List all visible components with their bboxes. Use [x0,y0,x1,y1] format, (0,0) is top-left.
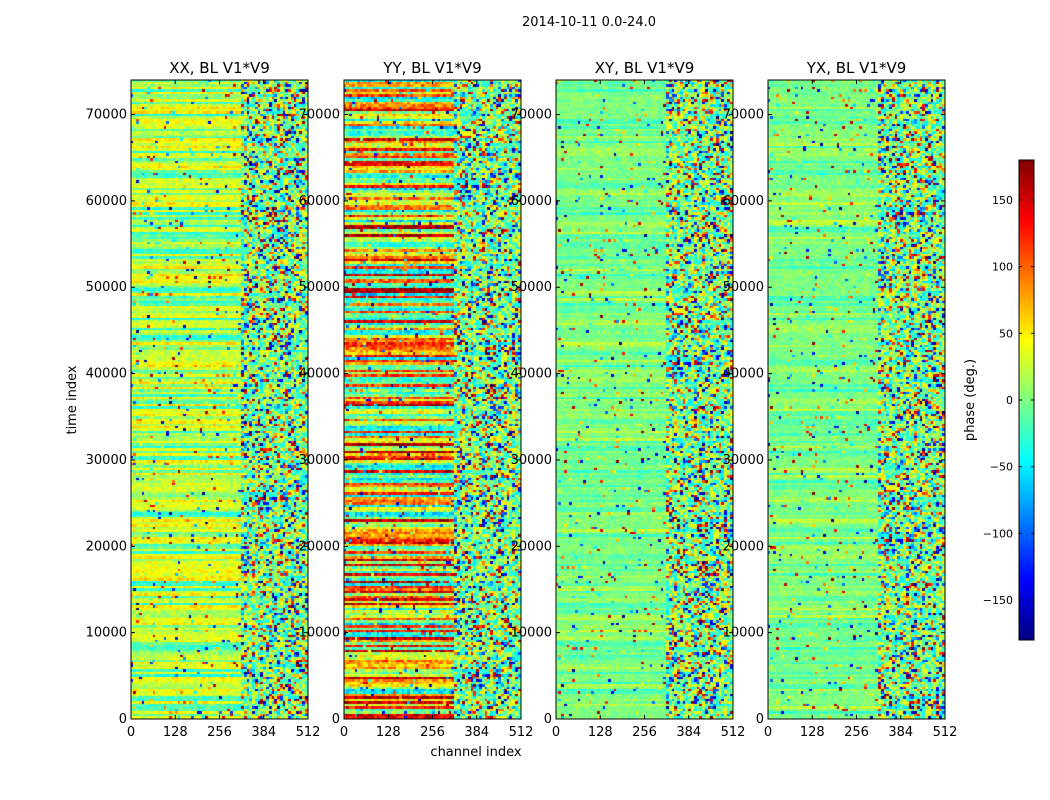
x-tick-label: 256 [207,725,232,740]
x-tick-label: 128 [376,725,401,740]
x-tick-label: 128 [800,725,825,740]
y-tick-label: 60000 [299,194,340,209]
panel-heatmap-image [556,80,733,719]
y-tick-label: 60000 [723,194,764,209]
heatmap-panel: YX, BL V1*V9 0 128 256 384 512 0 10000 20000 3000… [723,59,958,740]
y-tick-label: 50000 [86,280,127,295]
y-tick-label: 50000 [723,280,764,295]
y-tick-label: 0 [119,712,127,727]
y-tick-label: 70000 [511,108,552,123]
y-tick-label: 50000 [299,280,340,295]
y-tick-label: 40000 [511,367,552,382]
heatmap-panels: XX, BL V1*V9 0 128 256 384 512 0 10000 20000 3000… [86,59,958,740]
x-tick-label: 512 [509,725,534,740]
colorbar: −150 −100 −50 0 50 100 150 phase (deg.) [963,159,1035,641]
x-tick-label: 384 [888,725,913,740]
colorbar-tick-label: 100 [992,261,1013,274]
y-tick-label: 0 [756,712,764,727]
colorbar-label: phase (deg.) [963,359,978,441]
colorbar-ticks: −150 −100 −50 0 50 100 150 [983,194,1034,607]
figure-title: 2014-10-11 0.0-24.0 [522,15,656,30]
x-tick-label: 384 [464,725,489,740]
panel-title: XX, BL V1*V9 [169,59,270,77]
x-tick-label: 0 [552,725,560,740]
y-tick-label: 40000 [299,367,340,382]
panel-title: XY, BL V1*V9 [595,59,695,77]
y-tick-label: 70000 [723,108,764,123]
x-tick-label: 128 [163,725,188,740]
x-tick-label: 512 [296,725,321,740]
x-tick-label: 384 [251,725,276,740]
y-tick-label: 20000 [511,539,552,554]
x-tick-label: 256 [632,725,657,740]
y-tick-label: 10000 [723,626,764,641]
y-tick-label: 60000 [86,194,127,209]
panel-title: YY, BL V1*V9 [382,59,481,77]
colorbar-tick-label: −50 [990,461,1013,474]
panel-title: YX, BL V1*V9 [806,59,907,77]
x-tick-label: 256 [420,725,445,740]
heatmap-panel: XX, BL V1*V9 0 128 256 384 512 0 10000 20000 3000… [86,59,321,740]
y-tick-label: 30000 [511,453,552,468]
y-tick-label: 0 [332,712,340,727]
y-tick-label: 10000 [299,626,340,641]
x-tick-label: 0 [764,725,772,740]
colorbar-tick-label: 150 [992,194,1013,207]
y-tick-label: 10000 [511,626,552,641]
x-tick-label: 128 [588,725,613,740]
x-tick-label: 384 [676,725,701,740]
y-tick-label: 30000 [86,453,127,468]
y-tick-label: 10000 [86,626,127,641]
panel-heatmap-image [768,80,945,719]
x-tick-label: 0 [127,725,135,740]
panel-heatmap-image [344,80,521,719]
colorbar-tick-label: 0 [1006,394,1013,407]
x-tick-label: 256 [844,725,869,740]
y-tick-label: 70000 [86,108,127,123]
y-axis-label: time index [65,365,80,434]
heatmap-panel: YY, BL V1*V9 0 128 256 384 512 0 10000 20000 3000… [299,59,534,740]
y-tick-label: 30000 [723,453,764,468]
colorbar-tick-label: −100 [983,527,1013,540]
x-tick-label: 512 [933,725,958,740]
y-tick-label: 60000 [511,194,552,209]
y-tick-label: 70000 [299,108,340,123]
y-tick-label: 20000 [299,539,340,554]
y-tick-label: 20000 [723,539,764,554]
y-tick-label: 30000 [299,453,340,468]
panel-heatmap-image [131,80,308,719]
y-tick-label: 40000 [86,367,127,382]
x-tick-label: 0 [340,725,348,740]
x-axis-label: channel index [430,745,521,760]
y-tick-label: 20000 [86,539,127,554]
y-tick-label: 0 [544,712,552,727]
heatmap-panel: XY, BL V1*V9 0 128 256 384 512 0 10000 20000 3000… [511,59,746,740]
y-tick-label: 40000 [723,367,764,382]
y-tick-label: 50000 [511,280,552,295]
colorbar-tick-label: −150 [983,594,1013,607]
colorbar-tick-label: 50 [999,327,1013,340]
x-tick-label: 512 [721,725,746,740]
